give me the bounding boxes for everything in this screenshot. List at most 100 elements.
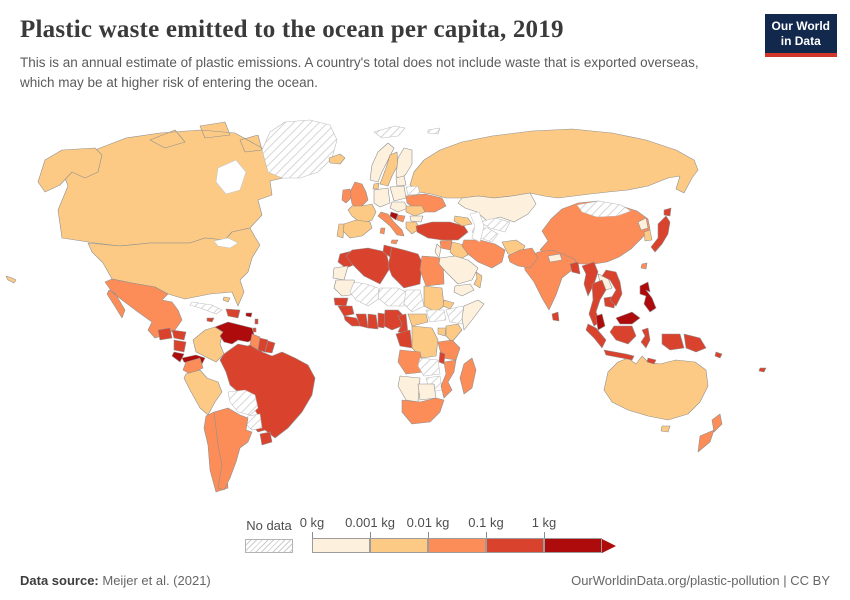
country-gabon-congo[interactable] <box>395 329 413 349</box>
country-argentina[interactable] <box>213 407 253 491</box>
country-fiji[interactable] <box>758 367 767 373</box>
country-cuba[interactable] <box>189 301 223 315</box>
country-croatia[interactable] <box>389 211 399 221</box>
country-mali[interactable] <box>349 281 381 307</box>
country-solomon-islands[interactable] <box>714 351 723 359</box>
country-paraguay[interactable] <box>245 413 263 431</box>
credit-line[interactable]: OurWorldinData.org/plastic-pollution | C… <box>571 573 830 588</box>
country-uruguay[interactable] <box>259 431 273 446</box>
country-dr-congo[interactable] <box>411 325 439 359</box>
country-baltics[interactable] <box>395 175 407 187</box>
country-france[interactable] <box>347 203 377 225</box>
country-malawi[interactable] <box>438 351 446 365</box>
country-taiwan[interactable] <box>640 262 648 270</box>
legend-bin-b1[interactable] <box>312 538 370 553</box>
country-venezuela[interactable] <box>214 321 256 345</box>
country-hispaniola[interactable] <box>225 308 241 319</box>
country-french-guiana[interactable] <box>264 340 276 354</box>
country-chad[interactable] <box>403 289 425 313</box>
country-myanmar[interactable] <box>581 261 599 297</box>
country-peru[interactable] <box>183 369 223 416</box>
country-guinea[interactable] <box>337 305 355 317</box>
country-yemen[interactable] <box>453 283 475 297</box>
country-romania[interactable] <box>405 205 426 217</box>
country-zambia[interactable] <box>417 357 441 377</box>
country-niger[interactable] <box>377 287 407 307</box>
country-oman[interactable] <box>473 271 483 289</box>
country-togo-benin[interactable] <box>377 312 386 329</box>
country-greece[interactable] <box>405 221 421 235</box>
country-malaysia[interactable] <box>595 311 641 331</box>
country-libya[interactable] <box>387 246 423 289</box>
country-alaska[interactable] <box>37 147 103 193</box>
legend-bin-b5[interactable] <box>544 538 602 553</box>
country-canada[interactable] <box>57 121 284 247</box>
country-madagascar[interactable] <box>459 357 477 395</box>
legend-bin-b4[interactable] <box>486 538 544 553</box>
country-nicaragua[interactable] <box>173 339 187 353</box>
country-western-sahara[interactable] <box>332 265 349 281</box>
country-angola[interactable] <box>397 349 425 375</box>
country-bulgaria[interactable] <box>409 215 424 223</box>
country-mexico[interactable] <box>104 278 183 339</box>
country-south-sudan[interactable] <box>425 309 447 323</box>
country-somalia[interactable] <box>461 299 485 331</box>
country-sierra-leone-liberia[interactable] <box>343 315 363 327</box>
country-south-korea[interactable] <box>643 229 653 242</box>
country-vietnam[interactable] <box>601 269 623 307</box>
country-lebanon-israel-jordan[interactable] <box>434 243 442 259</box>
country-iceland[interactable] <box>328 153 346 165</box>
country-india[interactable] <box>523 249 577 311</box>
country-uganda[interactable] <box>437 327 447 337</box>
country-iran[interactable] <box>461 239 506 269</box>
country-italy[interactable] <box>377 211 405 245</box>
country-papua-new-guinea[interactable] <box>683 333 707 353</box>
country-serbia[interactable] <box>396 214 406 223</box>
country-mongolia[interactable] <box>576 200 632 218</box>
country-colombia[interactable] <box>192 326 225 363</box>
country-hawaii[interactable] <box>5 275 17 284</box>
country-guatemala[interactable] <box>157 327 173 341</box>
country-indonesia[interactable] <box>585 323 685 361</box>
country-germany[interactable] <box>373 187 391 208</box>
country-south-africa[interactable] <box>401 397 445 425</box>
legend-bin-b3[interactable] <box>428 538 486 553</box>
country-uzbekistan[interactable] <box>479 217 511 233</box>
country-senegal[interactable] <box>333 297 349 307</box>
country-bangladesh[interactable] <box>569 261 581 275</box>
country-poland[interactable] <box>389 185 407 202</box>
country-ghana[interactable] <box>367 313 379 330</box>
country-spain[interactable] <box>341 219 373 239</box>
country-greenland[interactable] <box>261 119 338 179</box>
country-belarus[interactable] <box>405 185 421 196</box>
country-mozambique[interactable] <box>440 359 457 399</box>
country-eritrea[interactable] <box>442 299 455 310</box>
country-bolivia[interactable] <box>227 389 259 416</box>
country-jamaica[interactable] <box>206 317 215 323</box>
country-kenya[interactable] <box>445 323 463 343</box>
country-finland[interactable] <box>395 147 413 181</box>
owid-logo[interactable]: Our World in Data <box>764 14 837 57</box>
country-svalbard[interactable] <box>373 125 406 139</box>
country-nepal[interactable] <box>547 253 563 263</box>
country-central-europe[interactable] <box>389 201 409 213</box>
country-russia[interactable] <box>409 128 699 199</box>
country-denmark[interactable] <box>372 182 380 190</box>
country-costa-rica[interactable] <box>171 351 185 363</box>
country-sweden[interactable] <box>379 151 399 187</box>
country-syria[interactable] <box>439 239 453 251</box>
country-sri-lanka[interactable] <box>551 311 560 322</box>
country-australia[interactable] <box>603 355 709 433</box>
country-central-african-republic[interactable] <box>407 313 429 327</box>
country-turkey[interactable] <box>415 221 469 241</box>
country-philippines[interactable] <box>639 281 657 313</box>
country-sudan[interactable] <box>423 285 445 313</box>
country-franz-josef-land[interactable] <box>427 127 441 135</box>
country-saudi-arabia[interactable] <box>438 255 479 285</box>
country-egypt[interactable] <box>419 255 445 287</box>
legend-bin-b2[interactable] <box>370 538 428 553</box>
country-lesser-antilles[interactable] <box>252 318 259 333</box>
country-uk[interactable] <box>349 181 369 209</box>
country-norway[interactable] <box>369 142 395 183</box>
legend-no-data[interactable]: No data <box>245 518 293 553</box>
